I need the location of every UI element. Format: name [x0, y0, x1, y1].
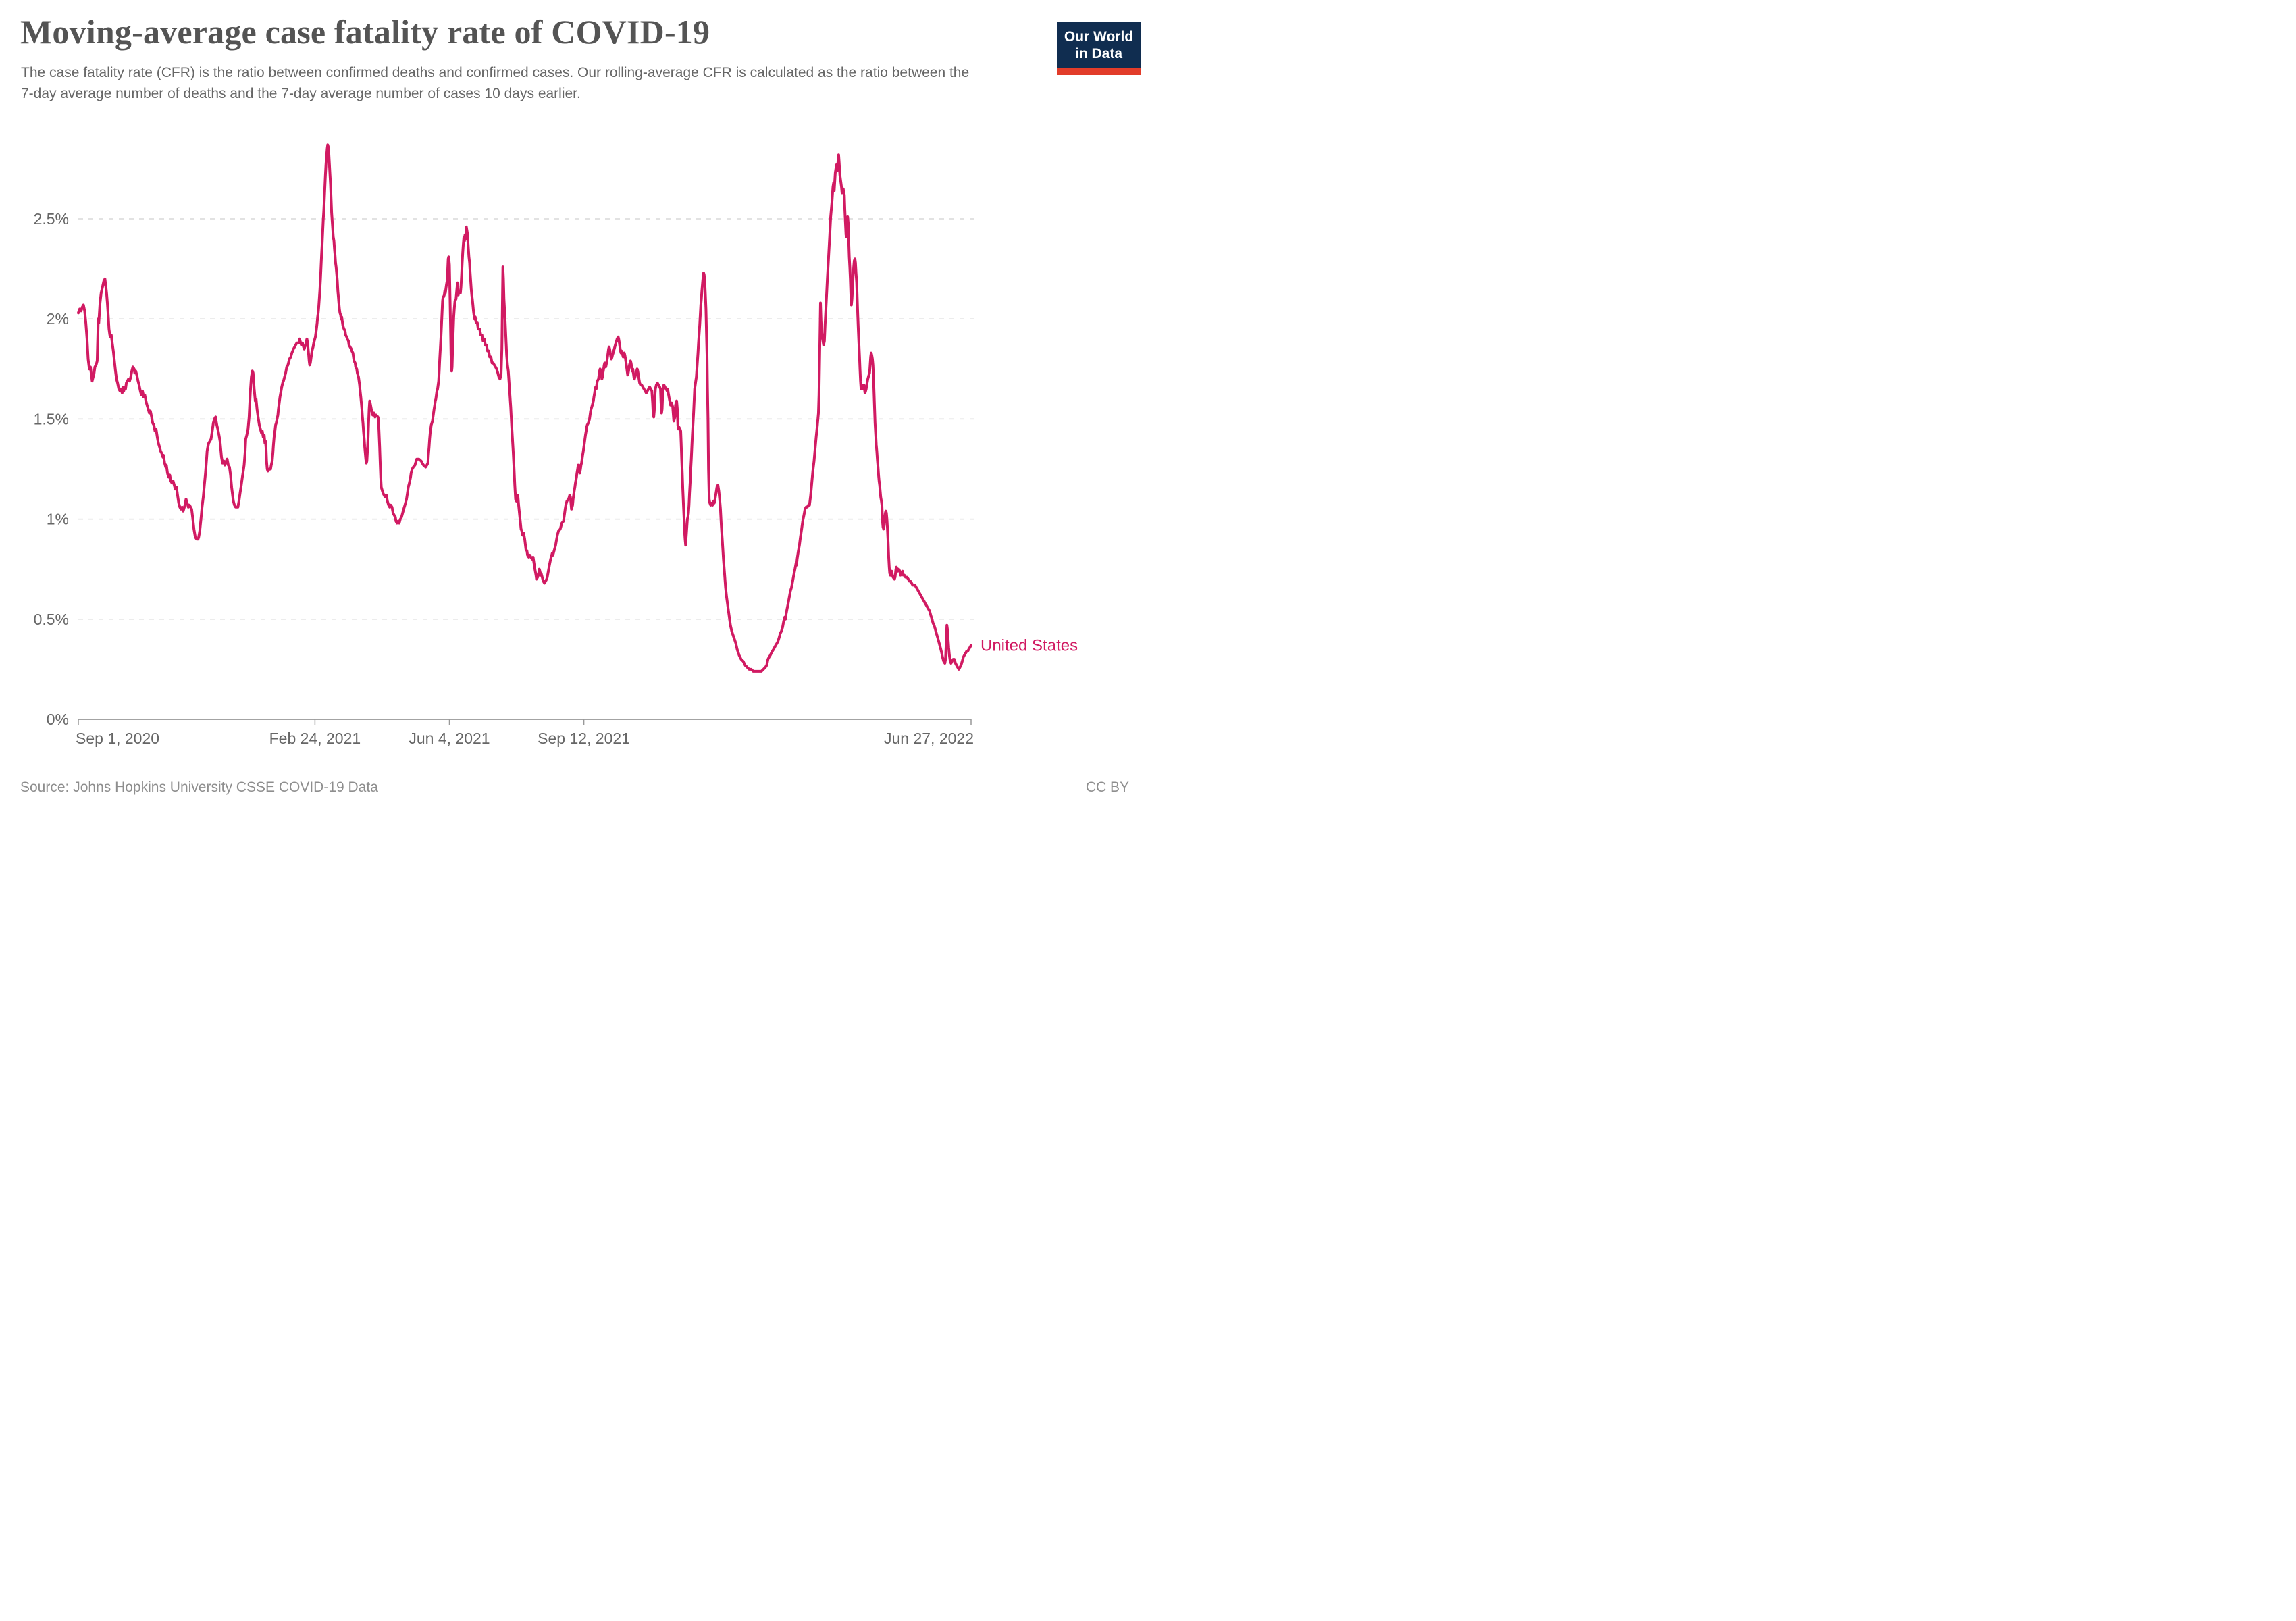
x-axis: [78, 719, 972, 725]
page-title: Moving-average case fatality rate of COV…: [20, 13, 710, 51]
owid-logo-box: Our World in Data: [1057, 22, 1141, 68]
y-tick-label-2%: 2%: [47, 310, 69, 328]
y-tick-label-2.5%: 2.5%: [34, 210, 69, 228]
chart-subtitle: The case fatality rate (CFR) is the rati…: [21, 65, 970, 101]
y-tick-label-0%: 0%: [47, 711, 69, 728]
license-link[interactable]: CC BY: [1085, 779, 1129, 795]
owid-logo-line2: in Data: [1074, 46, 1122, 61]
x-tick-label-Jun 27, 2022: Jun 27, 2022: [884, 729, 974, 747]
x-tick-label-Feb 24, 2021: Feb 24, 2021: [269, 729, 361, 747]
y-tick-label-1%: 1%: [47, 511, 69, 528]
line-United States[interactable]: [77, 143, 972, 673]
gridlines: [78, 218, 974, 620]
owid-logo[interactable]: Our World in Data: [1057, 22, 1141, 75]
series-end-labels[interactable]: United States: [981, 636, 1078, 654]
y-tick-label-1.5%: 1.5%: [34, 410, 69, 428]
series-lines[interactable]: [77, 143, 972, 673]
series-label-United States[interactable]: United States: [981, 636, 1078, 654]
owid-logo-red-bar: [1057, 68, 1141, 75]
x-tick-label-Jun 4, 2021: Jun 4, 2021: [409, 729, 490, 747]
x-axis-labels: Sep 1, 2020 Feb 24, 2021 Jun 4, 2021 Sep 12…: [76, 729, 974, 747]
source-link[interactable]: Source: Johns Hopkins University CSSE CO…: [20, 779, 378, 795]
x-tick-label-Sep 12, 2021: Sep 12, 2021: [538, 729, 630, 747]
chart-canvas[interactable]: 0% 0.5% 1% 1.5% 2% 2.5% Sep 1, 2020 Feb 24, 20…: [0, 108, 1148, 790]
owid-logo-line1: Our World: [1064, 29, 1134, 45]
y-tick-label-0.5%: 0.5%: [34, 611, 69, 628]
x-tick-label-Sep 1, 2020: Sep 1, 2020: [76, 729, 159, 747]
y-axis-labels: 0% 0.5% 1% 1.5% 2% 2.5%: [34, 210, 69, 728]
owid-chart-page: Moving-average case fatality rate of COV…: [0, 0, 1148, 810]
